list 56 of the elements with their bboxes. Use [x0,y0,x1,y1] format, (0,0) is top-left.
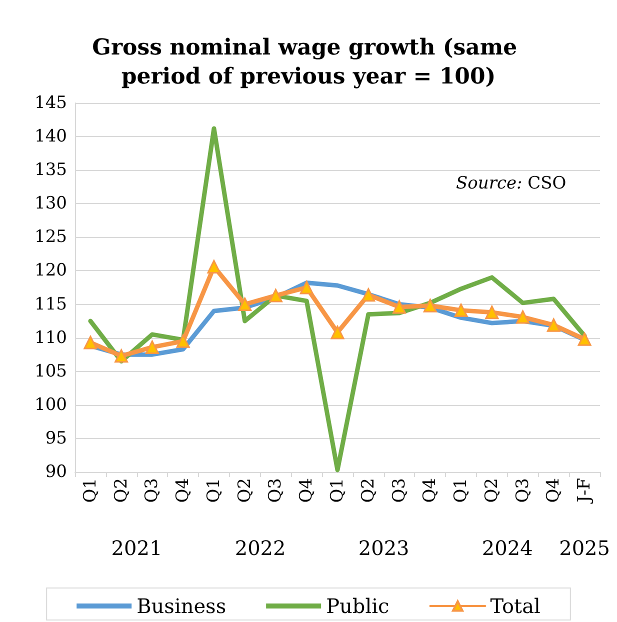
x-tick-label: J-F [574,478,595,504]
y-tick-label: 140 [34,126,67,147]
x-tick-label: Q2 [358,478,378,503]
y-tick-label: 120 [34,260,67,281]
text: 2023 [358,536,410,560]
text: 2025 [559,536,610,560]
x-tick-label: Q4 [296,478,317,503]
point [392,300,406,314]
point [207,260,221,274]
text: 2021 [111,536,162,560]
point [546,318,560,332]
point [268,288,282,302]
point [84,336,98,350]
x-tick-label: Q4 [173,478,194,503]
x-tick-label: Q3 [512,478,533,503]
point [578,332,592,346]
y-tick-label: 95 [45,428,67,448]
x-tick-label: Q2 [482,478,502,503]
point [330,326,344,340]
legend-label: Total [490,594,540,618]
point [516,310,530,324]
y-tick-label: 90 [45,462,67,482]
point [362,288,376,302]
text: 2024 [482,536,533,560]
y-tick-label: 110 [34,328,67,348]
y-tick-label: 125 [34,227,67,248]
point [176,334,190,348]
point [423,298,437,312]
x-tick-label: Q1 [328,478,348,503]
x-tick-label: Q1 [451,478,472,503]
point [238,298,252,312]
point [145,340,159,354]
point [114,349,128,363]
y-tick-label: 100 [34,394,67,415]
text: 2022 [234,536,286,560]
x-tick-label: Q3 [266,478,286,503]
x-tick-label: Q3 [389,478,410,503]
x-tick-label: Q2 [234,478,255,503]
legend-label: Public [326,594,390,618]
point [485,306,499,320]
y-tick-label: 130 [34,194,67,214]
point [454,304,468,318]
y-tick-label: 135 [34,160,67,180]
x-tick-label: Q4 [544,478,564,503]
y-tick-label: 145 [34,93,67,113]
y-tick-label: 105 [34,361,67,382]
legend-label: Business [136,594,226,618]
x-tick-label: Q1 [204,478,224,503]
x-tick-label: Q1 [80,478,100,503]
x-tick-label: Q4 [420,478,440,503]
x-tick-label: Q3 [142,478,162,503]
chart-title: Gross nominal wage growth (same period of previous year = 100) [92,34,525,90]
x-tick-label: Q2 [111,478,132,503]
point [300,280,314,294]
annotation: Source: CSO [456,174,566,194]
y-tick-label: 115 [34,294,67,314]
